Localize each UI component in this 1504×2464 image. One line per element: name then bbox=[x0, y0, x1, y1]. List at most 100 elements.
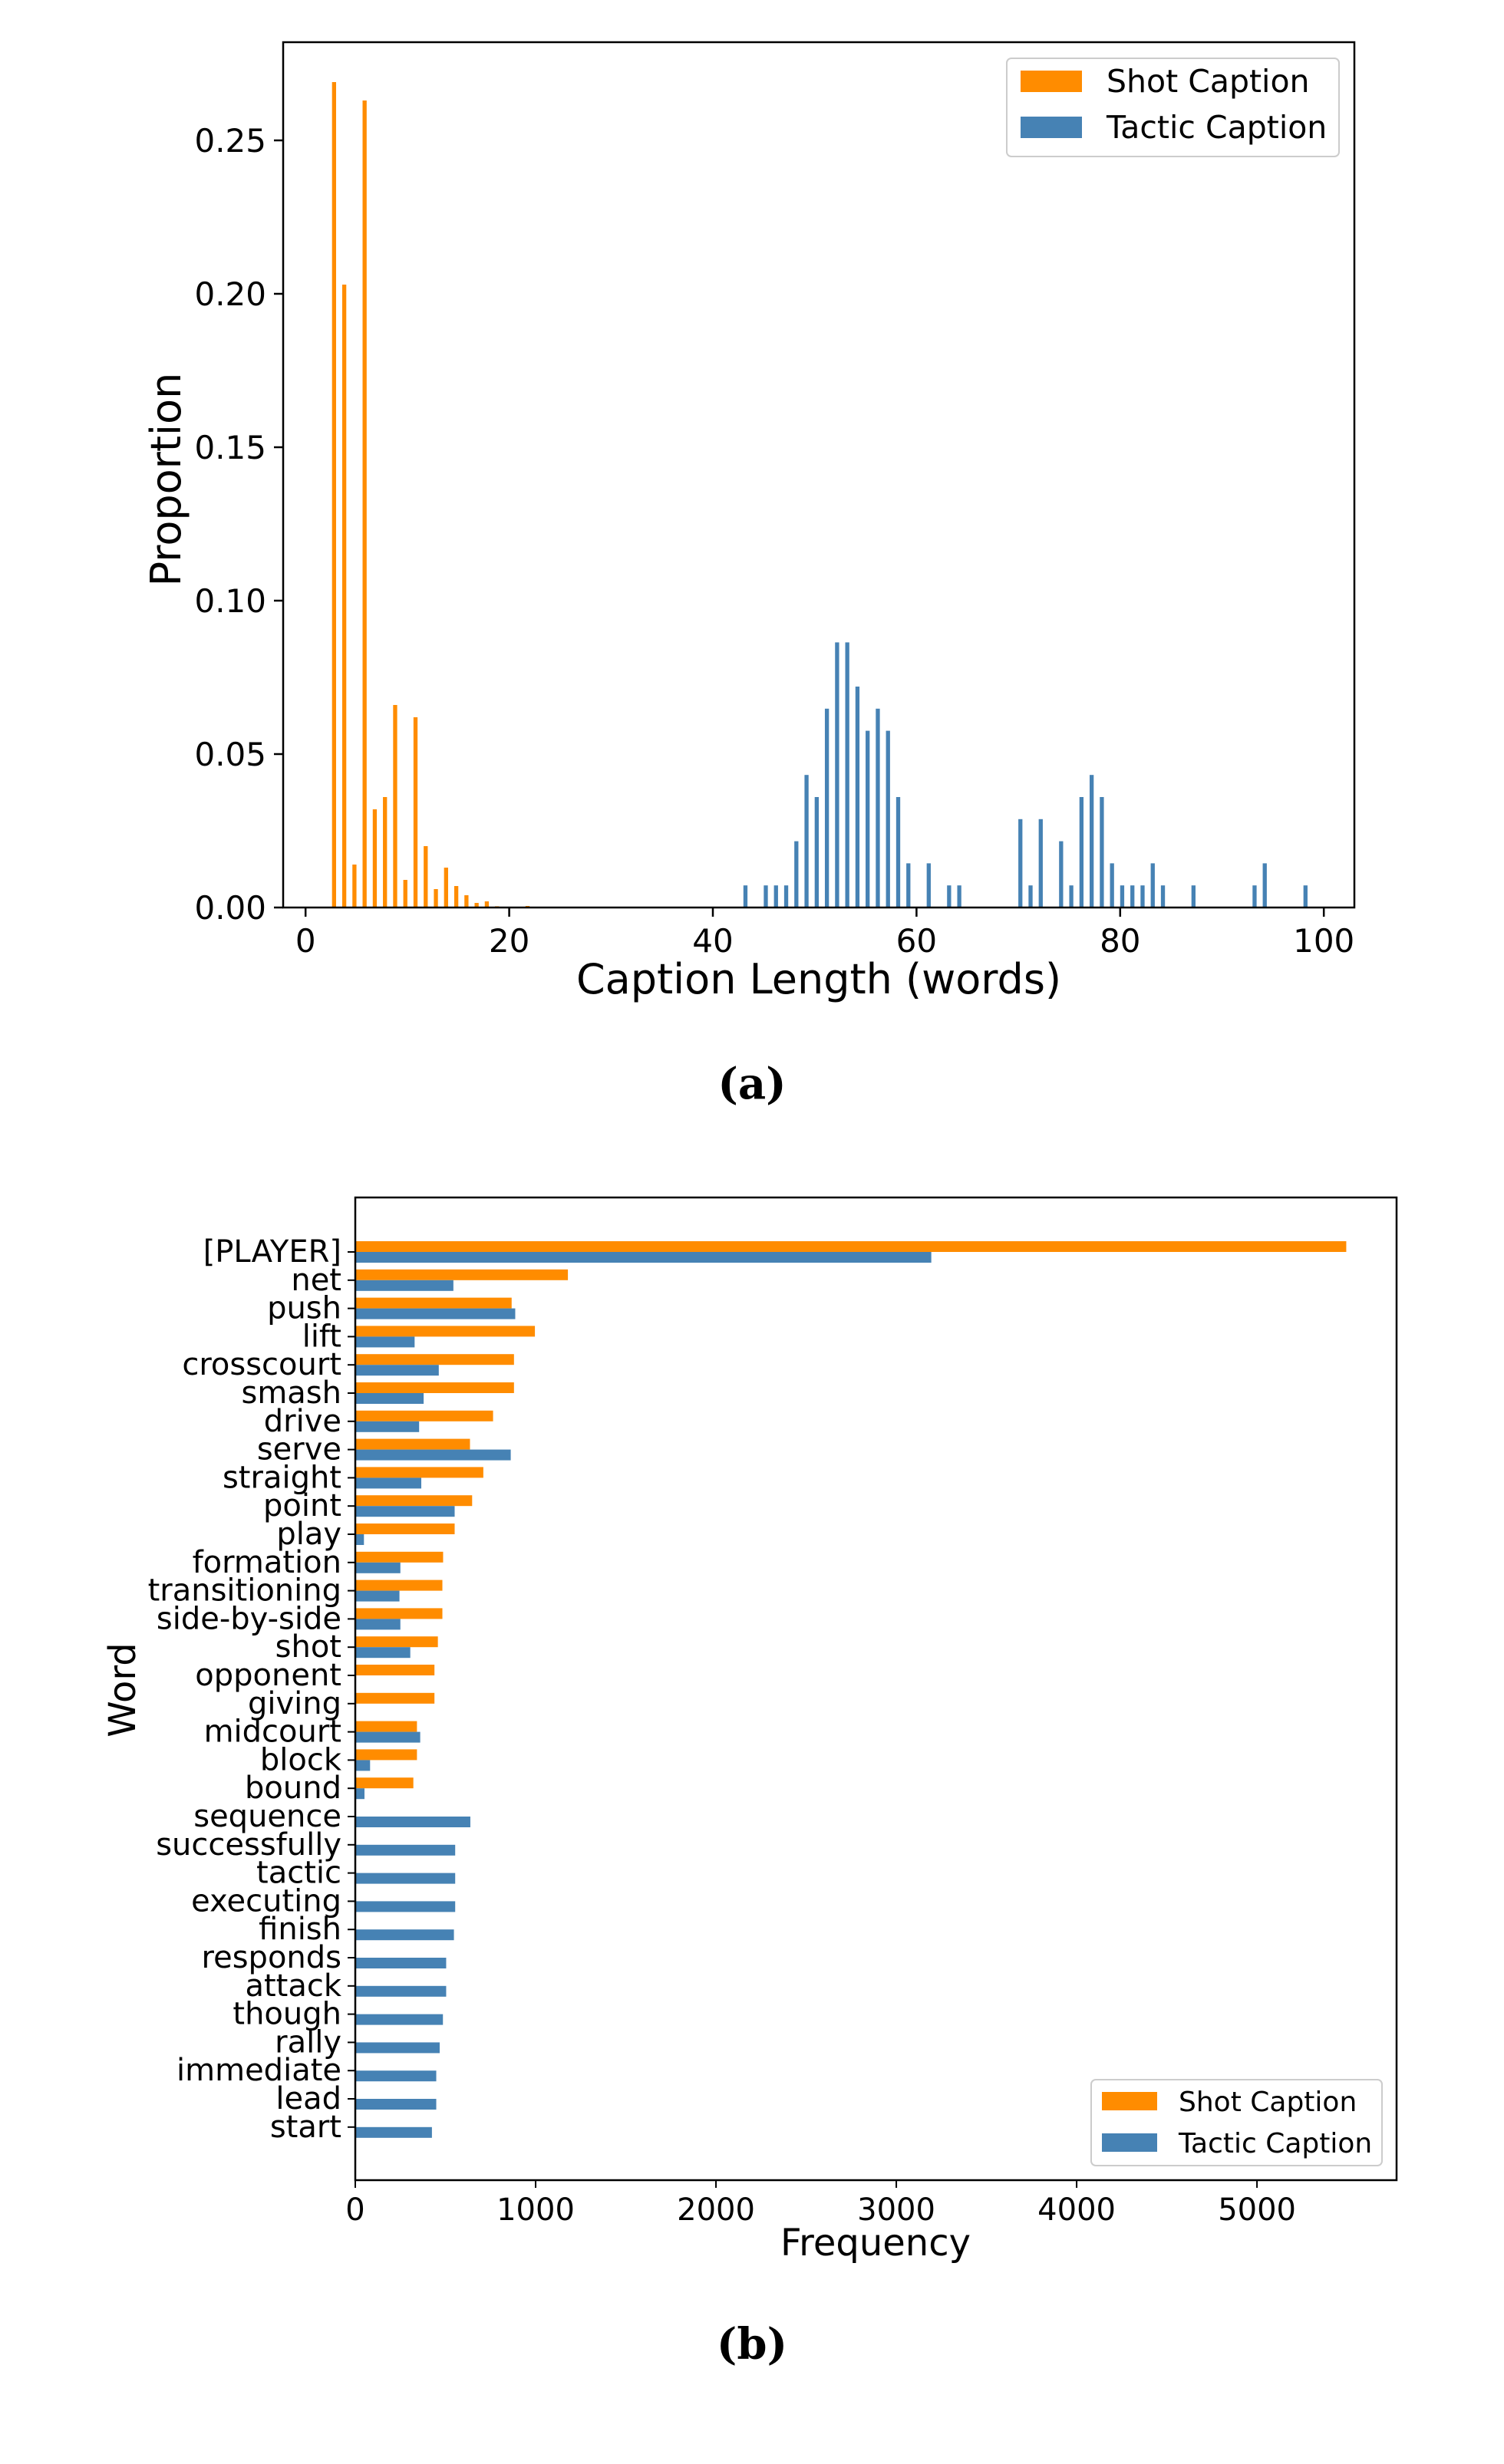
bar-tactic-55 bbox=[866, 730, 870, 908]
bar-tactic-tactic bbox=[355, 1873, 456, 1884]
y-tick-label: block bbox=[260, 1742, 342, 1777]
chart-a-caption-length: 0 20 40 60 80 100 0.00 0.05 0.10 0.15 0.20 0.25 Cap… bbox=[142, 41, 1356, 1109]
x-tick-label: 5000 bbox=[1218, 2192, 1296, 2228]
bar-tactic-84 bbox=[1160, 885, 1166, 908]
x-tick-label: 1000 bbox=[496, 2192, 575, 2228]
bar-tactic-rally bbox=[355, 2042, 440, 2054]
chart-a-bars bbox=[331, 82, 1308, 908]
bar-shot-15 bbox=[454, 886, 459, 908]
bar-tactic-point bbox=[355, 1506, 455, 1517]
y-tick-label: successfully bbox=[156, 1827, 341, 1863]
bar-shot-13 bbox=[434, 889, 438, 908]
y-tick-label: lift bbox=[302, 1319, 341, 1354]
bar-tactic-48 bbox=[794, 841, 799, 908]
bar-shot-push bbox=[355, 1297, 512, 1309]
bar-shot-12 bbox=[424, 846, 428, 908]
x-tick-label: 100 bbox=[1293, 922, 1354, 960]
y-tick-label: though bbox=[233, 1997, 341, 2032]
bar-tactic-lead bbox=[355, 2099, 437, 2110]
bar-shot-block bbox=[355, 1749, 417, 1761]
bar-tactic-executing bbox=[355, 1901, 456, 1912]
y-tick-label: opponent bbox=[195, 1658, 341, 1693]
bar-shot-18 bbox=[484, 901, 490, 908]
bar-shot-smash bbox=[355, 1382, 514, 1393]
bar-shot-straight bbox=[355, 1467, 483, 1478]
bar-tactic-formation bbox=[355, 1562, 401, 1573]
chart-b-bars bbox=[355, 1241, 1347, 2138]
bar-tactic-46 bbox=[773, 885, 778, 908]
bar-tactic-sequence bbox=[355, 1817, 470, 1827]
bar-tactic-immediate bbox=[355, 2070, 437, 2082]
bar-shot-10 bbox=[403, 880, 407, 908]
y-tick-label: lead bbox=[275, 2081, 341, 2116]
bar-shot-17 bbox=[474, 903, 479, 908]
bar-shot-3 bbox=[331, 82, 337, 908]
y-tick-label: midcourt bbox=[204, 1715, 341, 1750]
y-tick-label: rally bbox=[275, 2024, 341, 2060]
bar-tactic-45 bbox=[764, 885, 768, 908]
bar-tactic-77 bbox=[1089, 775, 1094, 908]
bar-tactic-75 bbox=[1069, 885, 1074, 908]
bar-tactic-lift bbox=[355, 1336, 415, 1348]
chart-b-legend: Shot Caption Tactic Caption bbox=[1090, 2079, 1383, 2166]
y-tick-label: side-by-side bbox=[157, 1601, 341, 1636]
bar-shot-lift bbox=[355, 1326, 536, 1337]
y-tick-label: transitioning bbox=[148, 1573, 341, 1609]
legend-label-shot: Shot Caption bbox=[1179, 2087, 1357, 2118]
bar-shot-11 bbox=[413, 717, 418, 908]
y-tick-label: play bbox=[276, 1517, 341, 1552]
chart-b-word-frequency: [PLAYER]netpushliftcrosscourtsmashdrives… bbox=[101, 1196, 1398, 2370]
bar-tactic-finish bbox=[355, 1929, 454, 1941]
bar-shot-8 bbox=[383, 797, 388, 908]
bar-tactic-58 bbox=[895, 797, 901, 908]
x-tick-label: 2000 bbox=[677, 2192, 755, 2228]
bar-tactic-64 bbox=[957, 885, 961, 908]
x-tick-label: 80 bbox=[1100, 922, 1140, 960]
bar-shot-net bbox=[355, 1269, 569, 1280]
bar-shot-serve bbox=[355, 1438, 470, 1450]
bar-shot-drive bbox=[355, 1410, 493, 1421]
legend-swatch-shot bbox=[1102, 2092, 1157, 2110]
bar-tactic-side-by-side bbox=[355, 1619, 401, 1630]
bar-tactic-81 bbox=[1130, 885, 1135, 908]
bar-tactic-70 bbox=[1018, 819, 1023, 908]
legend-label-shot: Shot Caption bbox=[1107, 63, 1310, 100]
bar-tactic-play bbox=[355, 1534, 364, 1545]
bar-shot-16 bbox=[464, 895, 469, 908]
bar-tactic-50 bbox=[814, 797, 819, 908]
bar-tactic-76 bbox=[1079, 797, 1084, 908]
bar-tactic-block bbox=[355, 1760, 371, 1771]
y-tick-label: formation bbox=[193, 1545, 341, 1580]
chart-a-ylabel: Proportion bbox=[142, 373, 190, 587]
bar-shot-9 bbox=[393, 705, 397, 908]
bar-tactic-54 bbox=[855, 687, 860, 908]
y-tick-label: executing bbox=[191, 1883, 341, 1919]
bar-tactic-transitioning bbox=[355, 1590, 400, 1602]
bar-tactic-47 bbox=[783, 885, 789, 908]
x-tick-label: 3000 bbox=[857, 2192, 935, 2228]
bar-tactic-successfully bbox=[355, 1844, 456, 1856]
y-tick-label: immediate bbox=[176, 2053, 341, 2088]
y-tick-label: smash bbox=[241, 1375, 341, 1411]
bar-shot-14 bbox=[444, 868, 448, 908]
bar-shot-crosscourt bbox=[355, 1354, 514, 1365]
bar-tactic-87 bbox=[1191, 885, 1196, 908]
bar-tactic-78 bbox=[1100, 797, 1104, 908]
bar-shot-7 bbox=[372, 809, 378, 908]
chart-b-caption: (b) bbox=[717, 2319, 787, 2370]
chart-b-ylabel: Word bbox=[101, 1642, 144, 1737]
bar-tactic-63 bbox=[947, 885, 952, 908]
legend-frame bbox=[1006, 58, 1340, 157]
bar-tactic-43 bbox=[743, 885, 748, 908]
legend-swatch-shot bbox=[1021, 71, 1082, 92]
x-tick-label: 60 bbox=[896, 922, 937, 960]
bar-tactic-smash bbox=[355, 1393, 424, 1404]
x-tick-label: 20 bbox=[489, 922, 529, 960]
bar-tactic-push bbox=[355, 1308, 516, 1319]
bar-shot-6 bbox=[362, 100, 367, 908]
bar-tactic-responds bbox=[355, 1958, 447, 1968]
bar-tactic-midcourt bbox=[355, 1731, 421, 1743]
y-tick-label: 0.25 bbox=[194, 122, 266, 160]
bar-shot-4 bbox=[341, 285, 347, 908]
